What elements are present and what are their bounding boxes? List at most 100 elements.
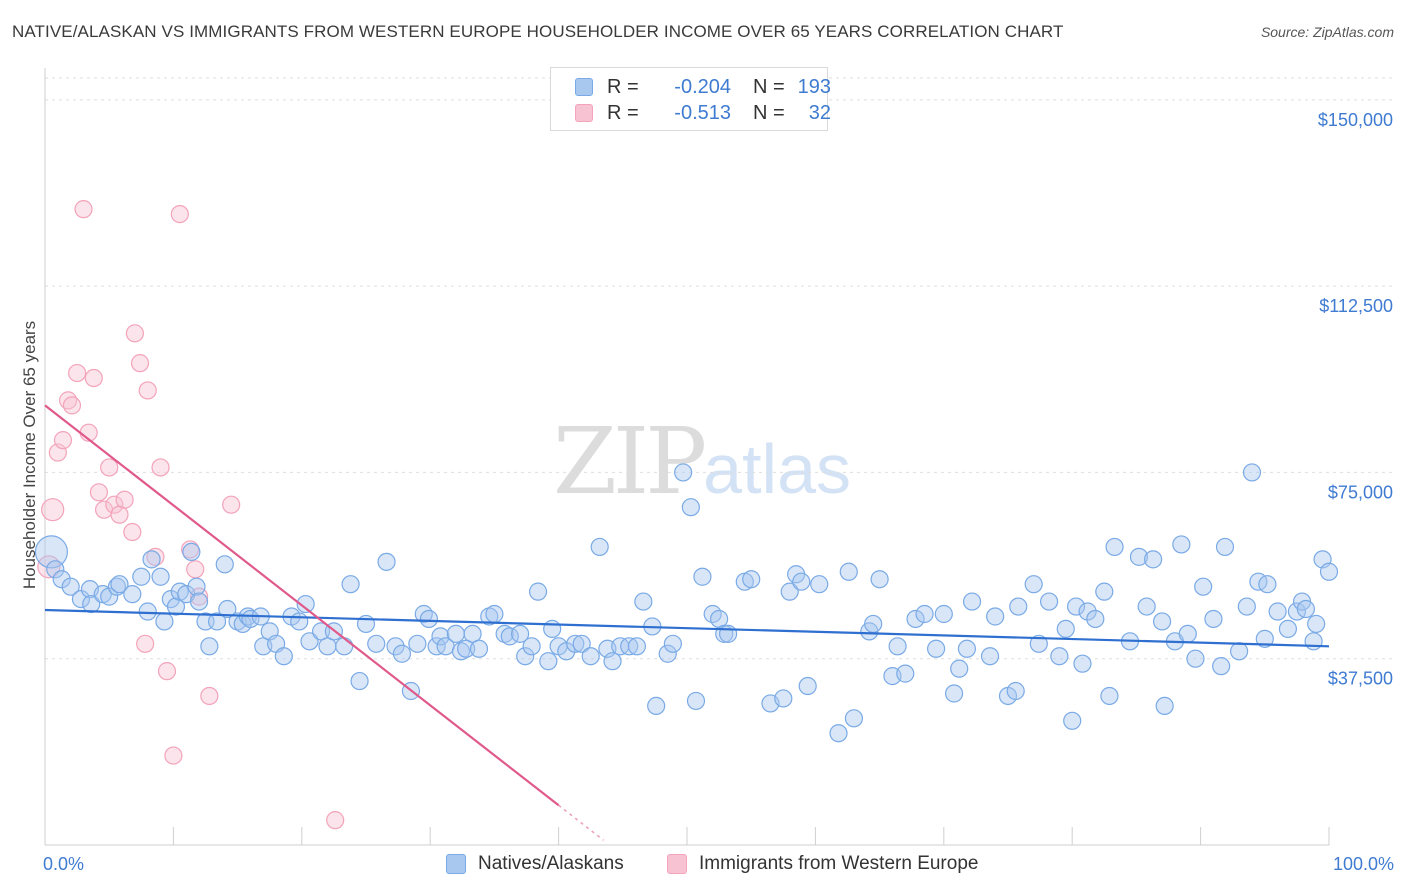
legend-r-label: R = <box>607 75 639 98</box>
bottom-legend-immigrants: Immigrants from Western Europe <box>667 852 978 876</box>
data-point-natives <box>485 604 504 624</box>
data-point-natives <box>510 624 530 643</box>
data-point-natives <box>1215 537 1235 557</box>
data-point-natives <box>572 634 591 653</box>
legend-r-value: -0.204 <box>674 75 731 98</box>
data-point-natives <box>1100 686 1119 706</box>
data-point-natives <box>839 562 858 581</box>
data-point-natives <box>986 607 1005 626</box>
data-point-immigrants <box>157 662 177 681</box>
data-point-immigrants <box>62 396 82 415</box>
data-point-natives <box>151 567 170 586</box>
data-point-natives <box>1212 657 1231 676</box>
data-point-natives <box>1155 696 1174 716</box>
legend-swatch-immigrants <box>575 104 593 122</box>
data-point-natives <box>944 684 964 703</box>
data-point-immigrants <box>100 458 119 477</box>
data-point-immigrants <box>170 204 189 224</box>
data-point-natives <box>377 552 396 571</box>
data-point-natives <box>543 619 562 639</box>
data-point-immigrants <box>105 495 124 514</box>
data-point-natives <box>1105 537 1124 557</box>
source-label: Source: ZipAtlas.com <box>1260 24 1394 40</box>
data-point-immigrants <box>186 560 205 579</box>
bottom-legend-swatch-immigrants <box>667 854 687 874</box>
data-point-natives <box>1073 654 1092 673</box>
data-point-natives <box>896 664 915 683</box>
data-point-natives <box>934 604 953 624</box>
legend-r-label: R = <box>607 101 639 124</box>
data-point-natives <box>1009 597 1028 616</box>
data-point-natives <box>566 634 585 653</box>
data-point-natives <box>516 647 535 666</box>
data-point-natives <box>200 637 219 656</box>
data-point-natives <box>1056 619 1075 639</box>
data-point-natives <box>182 542 201 562</box>
trend-line-immigrants-extension <box>558 804 605 841</box>
data-point-natives <box>798 676 817 696</box>
data-point-natives <box>46 560 65 579</box>
data-point-natives <box>627 637 647 656</box>
legend-swatch-natives <box>575 78 593 96</box>
trend-lines <box>44 404 1330 841</box>
legend-n-value: 32 <box>808 101 831 124</box>
data-point-natives <box>123 585 142 604</box>
data-point-natives <box>155 612 174 631</box>
data-point-natives <box>408 634 427 653</box>
x-tick-label: 0.0% <box>43 854 84 874</box>
data-point-natives <box>1278 619 1298 639</box>
data-point-natives <box>107 577 127 596</box>
data-point-natives <box>300 632 319 651</box>
grid-lines <box>45 77 1395 660</box>
data-point-natives <box>888 637 907 656</box>
bottom-legend-natives: Natives/Alaskans <box>446 852 624 876</box>
data-point-natives <box>906 609 925 629</box>
data-point-natives <box>792 572 811 591</box>
data-point-natives <box>215 555 234 574</box>
legend-row-natives: R = -0.204 N = 193 <box>575 75 831 99</box>
trend-line-immigrants <box>44 404 560 807</box>
data-point-immigrants <box>326 811 345 830</box>
data-point-natives <box>34 535 69 569</box>
data-point-natives <box>926 639 946 658</box>
data-point-natives <box>1137 597 1156 616</box>
series-natives-points <box>34 463 1339 743</box>
data-point-natives <box>647 696 666 716</box>
data-point-natives <box>658 644 677 663</box>
data-point-natives <box>620 637 639 656</box>
x-tick-label: 100.0% <box>1333 854 1394 874</box>
data-point-natives <box>1095 582 1114 601</box>
data-point-natives <box>681 498 700 517</box>
data-point-natives <box>844 709 864 728</box>
data-point-natives <box>1230 642 1249 661</box>
data-point-natives <box>1319 562 1339 581</box>
legend-n-label: N = <box>753 101 785 124</box>
data-point-natives <box>341 575 360 594</box>
data-point-immigrants <box>89 483 109 502</box>
data-point-natives <box>522 637 541 656</box>
data-point-natives <box>1078 602 1097 621</box>
data-point-natives <box>870 570 889 589</box>
data-point-natives <box>350 671 369 691</box>
data-point-immigrants <box>125 324 144 343</box>
data-point-natives <box>187 577 206 596</box>
data-point-immigrants <box>138 381 157 400</box>
data-point-natives <box>138 602 157 621</box>
data-point-natives <box>1304 632 1323 651</box>
y-tick-label: $150,000 <box>1318 110 1393 130</box>
bottom-legend-label-immigrants: Immigrants from Western Europe <box>699 853 979 874</box>
legend-n-label: N = <box>753 75 785 98</box>
data-point-immigrants <box>151 458 170 477</box>
data-point-natives <box>142 550 161 569</box>
data-point-natives <box>290 612 309 631</box>
data-point-natives <box>780 582 799 601</box>
data-point-natives <box>810 575 829 594</box>
legend-r-value: -0.513 <box>674 101 731 124</box>
data-point-natives <box>110 575 129 594</box>
data-point-natives <box>1129 547 1149 566</box>
trend-line-natives <box>44 608 1330 648</box>
data-point-natives <box>864 614 883 634</box>
data-point-natives <box>528 582 548 601</box>
data-point-natives <box>634 592 653 611</box>
